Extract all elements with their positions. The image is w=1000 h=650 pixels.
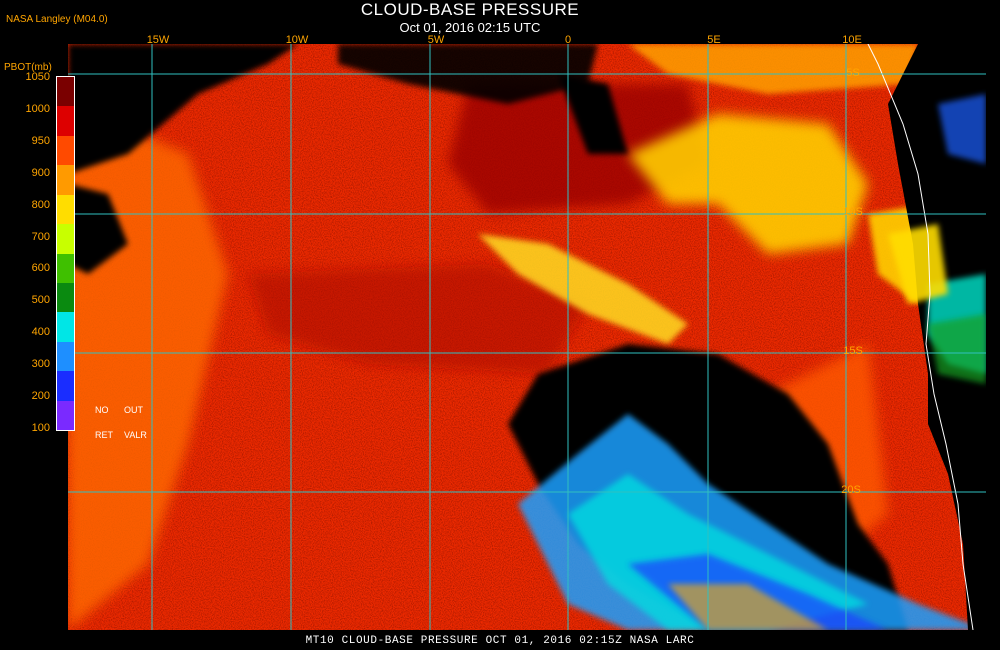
land-cloud-yellow	[888, 224, 948, 304]
yellow-cloud-center	[478, 234, 688, 344]
color-scale-bar	[57, 77, 74, 431]
color-scale-segment	[57, 253, 74, 284]
color-scale-segment	[57, 135, 74, 166]
land-cloud-green	[928, 314, 986, 384]
color-scale-tick-label: 1050	[25, 71, 50, 83]
color-scale-segment	[57, 341, 74, 372]
legend-valr-label: VALR	[124, 430, 147, 440]
clear-sky-north-2	[558, 74, 628, 154]
color-scale-segment	[57, 77, 74, 107]
color-scale-tick-label: 700	[31, 230, 50, 243]
latitude-label-15s: 15S	[843, 345, 863, 357]
clear-sky-northwest	[68, 44, 298, 174]
land-cloud-blue-north	[938, 94, 986, 164]
footer-caption: MT10 CLOUD-BASE PRESSURE OCT 01, 2016 02…	[305, 635, 695, 647]
color-scale-tick-label: 800	[31, 198, 50, 211]
clear-sky-west-edge	[68, 184, 128, 274]
legend-ret-label: RET	[95, 430, 113, 440]
latitude-label-5s: 5S	[846, 67, 860, 79]
color-scale-tick-label: 100	[31, 422, 50, 434]
color-scale-segment	[57, 106, 74, 137]
color-scale-segment	[57, 165, 74, 196]
legend-no-label: NO	[95, 405, 109, 415]
dark-red-deck-2	[248, 264, 588, 374]
cloud-base-pressure-map	[68, 44, 986, 630]
longitude-label-5w: 5W	[427, 34, 445, 46]
color-scale-segment	[57, 224, 74, 254]
color-scale-tick-label: 600	[31, 262, 50, 275]
color-scale-tick-label: 1000	[25, 102, 50, 115]
color-scale-tick-label: 950	[31, 134, 50, 147]
coastline	[867, 44, 974, 630]
color-scale-label: PBOT(mb)	[4, 62, 52, 73]
color-scale-tick-label: 400	[31, 326, 50, 339]
longitude-label-10w: 10W	[285, 34, 309, 46]
longitude-label-15w: 15W	[146, 34, 170, 46]
color-scale-segment	[57, 400, 74, 431]
color-scale-tick-label: 200	[31, 390, 50, 403]
map-timestamp: Oct 01, 2016 02:15 UTC	[399, 20, 541, 35]
legend-out-label: OUT	[124, 405, 143, 415]
color-scale-segment	[57, 371, 74, 402]
map-title: CLOUD-BASE PRESSURE	[360, 0, 580, 19]
longitude-label-10e: 10E	[842, 34, 862, 46]
latitude-label-10s: 10S	[843, 206, 863, 218]
graticule	[68, 44, 986, 630]
color-scale-tick-label: 300	[31, 358, 50, 371]
color-scale-segment	[57, 282, 74, 313]
data-source-label: NASA Langley (M04.0)	[6, 14, 108, 25]
color-scale-tick-label: 900	[31, 166, 50, 179]
longitude-label-5e: 5E	[707, 34, 721, 46]
latitude-label-20s: 20S	[841, 484, 861, 496]
color-scale-segment	[57, 194, 74, 225]
dark-red-deck	[448, 84, 708, 214]
longitude-label-0: 0	[564, 34, 572, 46]
color-scale-frame	[56, 76, 75, 431]
color-scale-tick-label: 500	[31, 294, 50, 307]
color-scale-segment	[57, 312, 74, 343]
yellow-cloud-east	[628, 114, 868, 254]
